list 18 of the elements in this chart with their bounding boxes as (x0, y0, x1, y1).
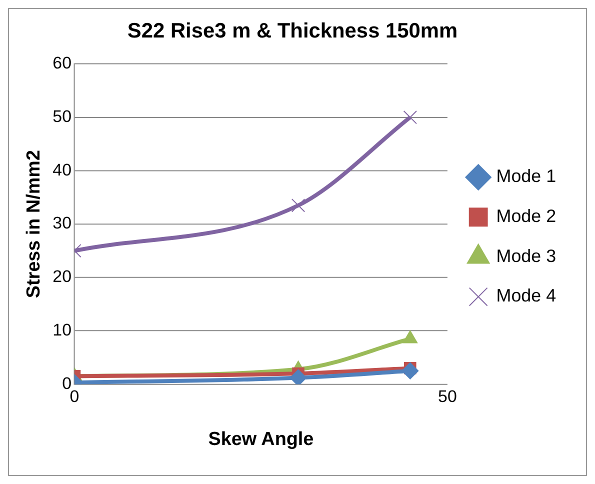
y-tick-label: 20 (52, 267, 72, 286)
chart-title: S22 Rise3 m & Thickness 150mm (127, 19, 458, 42)
y-axis-title: Stress in N/mm2 (24, 150, 45, 298)
y-tick-label: 60 (52, 54, 72, 73)
point (403, 110, 417, 124)
legend-label: Mode 2 (496, 206, 556, 226)
point (402, 362, 419, 380)
legend-label: Mode 4 (496, 286, 556, 306)
legend-label: Mode 3 (496, 246, 556, 266)
y-tick-label: 0 (62, 374, 72, 393)
y-tick-label: 10 (52, 320, 72, 340)
point (291, 198, 306, 212)
legend-label: Mode 1 (496, 166, 556, 186)
point (290, 369, 307, 384)
y-tick-label: 30 (52, 214, 72, 233)
y-tick-label: 50 (52, 107, 72, 126)
x-axis-title: Skew Angle (208, 428, 314, 450)
y-tick-label: 40 (52, 160, 72, 180)
